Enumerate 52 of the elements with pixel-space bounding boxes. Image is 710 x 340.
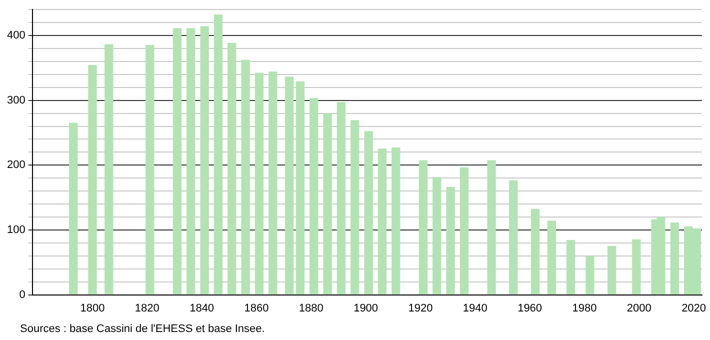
bar xyxy=(228,42,236,295)
bar xyxy=(336,102,346,295)
x-tick-label: 1980 xyxy=(572,302,597,314)
bar xyxy=(509,180,518,295)
x-tick-label: 1860 xyxy=(244,302,269,314)
bar xyxy=(487,160,496,295)
bar xyxy=(607,246,616,295)
bar xyxy=(364,131,373,295)
bar xyxy=(323,112,332,295)
y-tick-label: 400 xyxy=(6,30,26,42)
bar xyxy=(146,44,154,295)
bar xyxy=(530,208,540,295)
bar xyxy=(88,65,97,295)
bar xyxy=(670,222,679,295)
bar xyxy=(566,240,576,295)
bar xyxy=(284,76,294,295)
bar xyxy=(268,71,278,295)
bar xyxy=(418,160,428,295)
x-tick-label: 1800 xyxy=(80,302,105,314)
x-tick-label: 1920 xyxy=(408,302,433,314)
bar xyxy=(586,256,594,295)
y-tick-label: 100 xyxy=(6,224,26,236)
x-tick-label: 1880 xyxy=(298,302,324,314)
x-tick-label: 1900 xyxy=(354,302,378,314)
x-tick-label: 1840 xyxy=(190,302,214,314)
y-tick-label: 300 xyxy=(6,94,26,106)
y-tick-label: 0 xyxy=(19,288,26,301)
x-tick-label: 2020 xyxy=(682,302,706,314)
bar xyxy=(446,186,455,295)
bar xyxy=(460,167,469,295)
bar xyxy=(254,72,264,295)
source-note: Sources : base Cassini de l'EHESS et base Insee. xyxy=(20,323,265,335)
x-tick-label: 1940 xyxy=(462,302,488,314)
bar xyxy=(200,26,209,295)
bar xyxy=(104,44,114,295)
bar xyxy=(310,98,318,295)
x-tick-label: 2000 xyxy=(626,302,652,314)
x-tick-label: 1820 xyxy=(134,302,160,314)
bar xyxy=(241,60,250,295)
bar xyxy=(172,28,182,295)
bar xyxy=(350,120,360,295)
bar xyxy=(392,147,400,295)
bar xyxy=(69,122,78,295)
bar xyxy=(632,239,641,295)
bar xyxy=(214,14,223,295)
bar xyxy=(296,81,305,295)
bar xyxy=(378,148,387,295)
bar xyxy=(547,220,556,295)
bar xyxy=(186,28,196,295)
x-tick-label: 1960 xyxy=(518,302,542,314)
bar xyxy=(432,177,442,295)
y-tick-label: 200 xyxy=(6,159,26,172)
